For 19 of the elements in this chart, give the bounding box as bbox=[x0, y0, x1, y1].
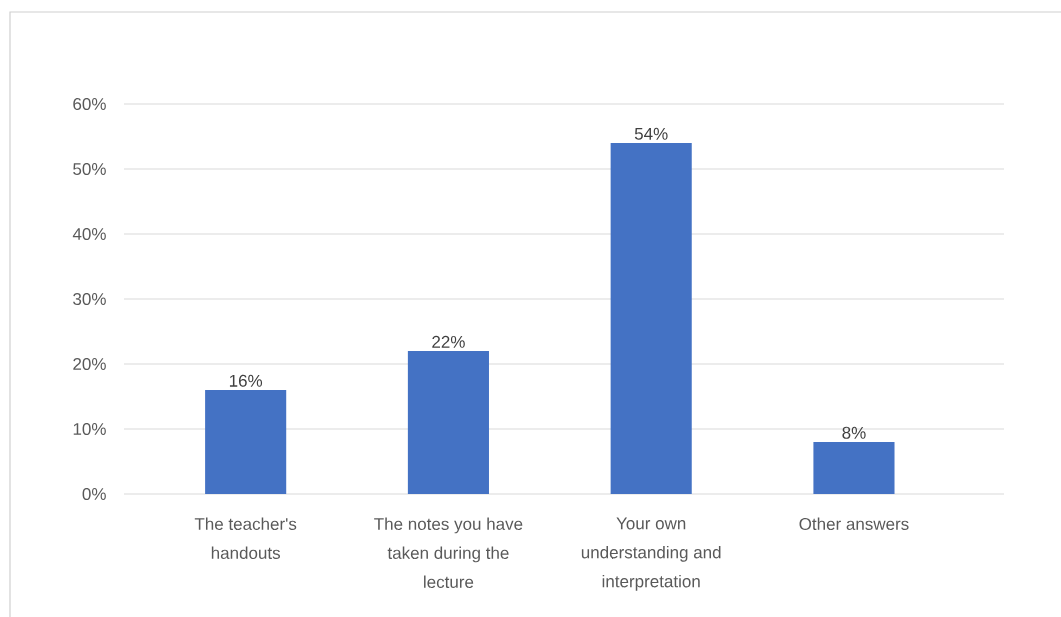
y-tick-label: 40% bbox=[72, 227, 106, 241]
bar bbox=[813, 442, 895, 494]
x-tick-label: The teacher's handouts bbox=[194, 517, 297, 560]
y-tick-label: 10% bbox=[73, 422, 106, 436]
y-tick-label: 0% bbox=[82, 487, 106, 501]
data-label: 8% bbox=[842, 426, 866, 439]
data-label: 22% bbox=[432, 335, 465, 348]
y-tick-label: 20% bbox=[73, 357, 106, 371]
x-tick-label: Your own understanding and interpretation bbox=[581, 517, 721, 591]
y-tick-label: 30% bbox=[73, 292, 106, 306]
x-tick-label: The notes you have taken during the lecture bbox=[374, 517, 523, 589]
bar bbox=[407, 351, 489, 494]
data-label: 16% bbox=[229, 374, 263, 387]
y-tick-label: 60% bbox=[73, 97, 106, 111]
bar bbox=[610, 143, 692, 494]
data-label: 54% bbox=[634, 127, 668, 140]
bar bbox=[205, 390, 287, 494]
y-tick-label: 50% bbox=[73, 162, 106, 176]
x-tick-label: Other answers bbox=[799, 517, 909, 531]
